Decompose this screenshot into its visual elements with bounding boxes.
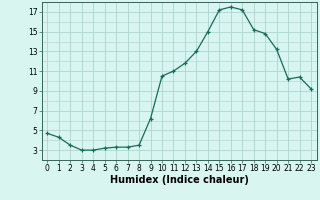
X-axis label: Humidex (Indice chaleur): Humidex (Indice chaleur) [110, 175, 249, 185]
